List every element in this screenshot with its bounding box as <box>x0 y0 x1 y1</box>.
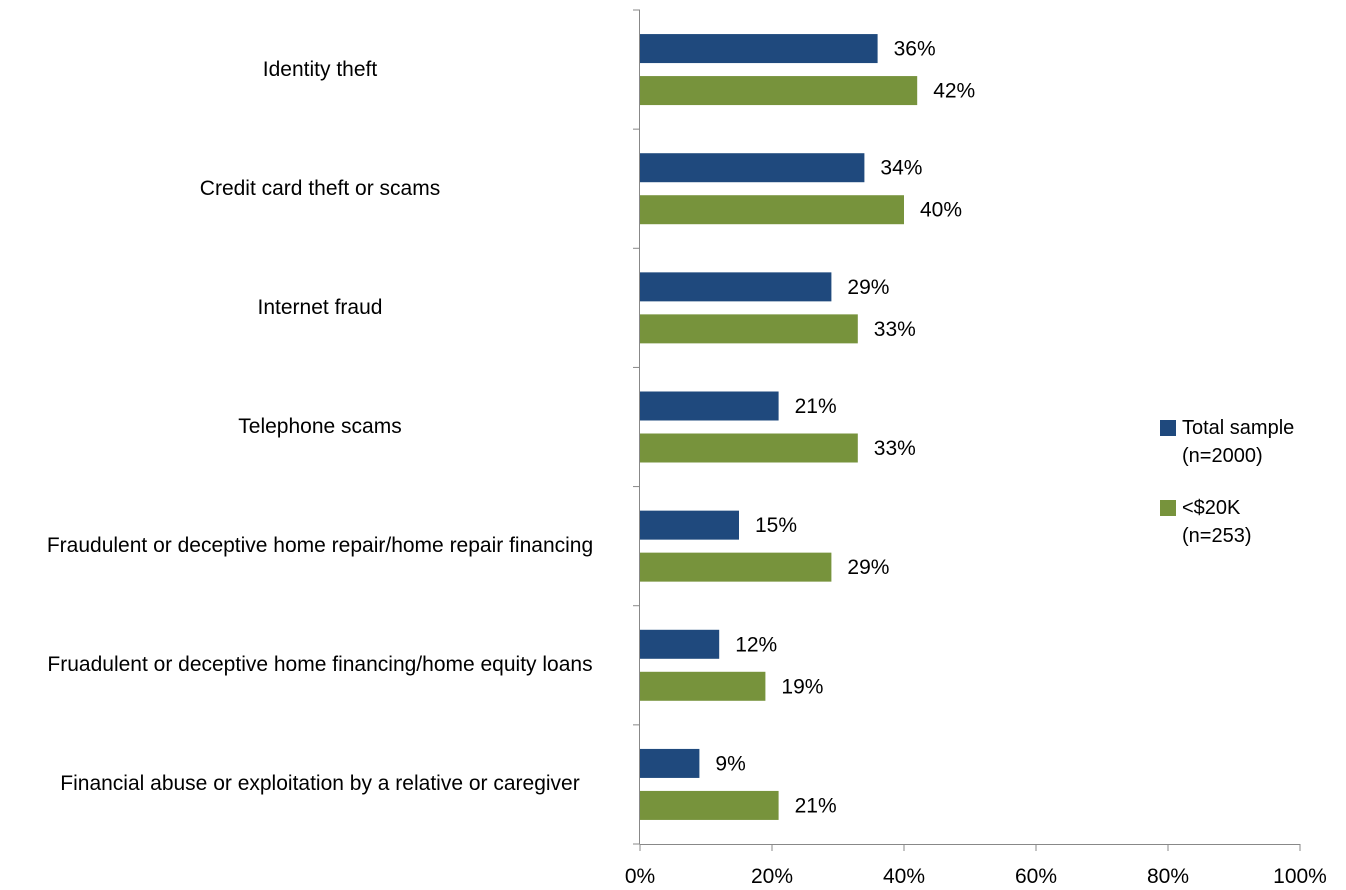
x-tick-label: 100% <box>1273 865 1327 888</box>
legend-item: <$20K (n=253) <box>1160 494 1294 550</box>
bar <box>640 629 720 659</box>
bar <box>640 314 858 344</box>
bar <box>640 790 779 820</box>
bar <box>640 391 779 421</box>
legend-swatch <box>1160 500 1176 516</box>
data-label: 29% <box>847 276 889 299</box>
bar <box>640 433 858 463</box>
data-label: 15% <box>755 514 797 537</box>
legend-label: <$20K (n=253) <box>1182 497 1252 547</box>
data-label: 36% <box>894 38 936 61</box>
legend-item: Total sample (n=2000) <box>1160 414 1294 470</box>
data-label: 21% <box>795 794 837 817</box>
bar <box>640 748 700 778</box>
bar <box>640 34 878 64</box>
bar <box>640 153 865 183</box>
category-label: Fruadulent or deceptive home financing/h… <box>47 653 593 677</box>
data-label: 12% <box>735 633 777 656</box>
bar <box>640 76 918 106</box>
category-label: Internet fraud <box>257 295 383 319</box>
bar <box>640 272 832 302</box>
category-label: Identity theft <box>262 57 378 81</box>
legend-label: Total sample (n=2000) <box>1182 417 1295 467</box>
data-label: 9% <box>715 752 745 775</box>
bar <box>640 195 904 225</box>
x-tick-label: 60% <box>1015 865 1057 888</box>
x-tick-label: 40% <box>883 865 925 888</box>
x-tick-label: 0% <box>625 865 655 888</box>
data-label: 42% <box>933 80 975 103</box>
bar <box>640 671 766 701</box>
bar <box>640 510 739 540</box>
category-label: Fraudulent or deceptive home repair/home… <box>46 534 594 558</box>
data-label: 33% <box>874 437 916 460</box>
data-label: 21% <box>795 395 837 418</box>
category-label: Financial abuse or exploitation by a rel… <box>60 772 580 796</box>
data-label: 40% <box>920 199 962 222</box>
category-label: Credit card theft or scams <box>199 176 441 200</box>
data-label: 34% <box>880 157 922 180</box>
legend-swatch <box>1160 420 1176 436</box>
data-label: 33% <box>874 318 916 341</box>
data-label: 19% <box>781 675 823 698</box>
x-tick-label: 80% <box>1147 865 1189 888</box>
x-tick-label: 20% <box>751 865 793 888</box>
legend: Total sample (n=2000) <$20K (n=253) <box>1160 414 1294 574</box>
bar <box>640 552 832 582</box>
category-label: Telephone scams <box>238 415 402 438</box>
data-label: 29% <box>847 556 889 579</box>
